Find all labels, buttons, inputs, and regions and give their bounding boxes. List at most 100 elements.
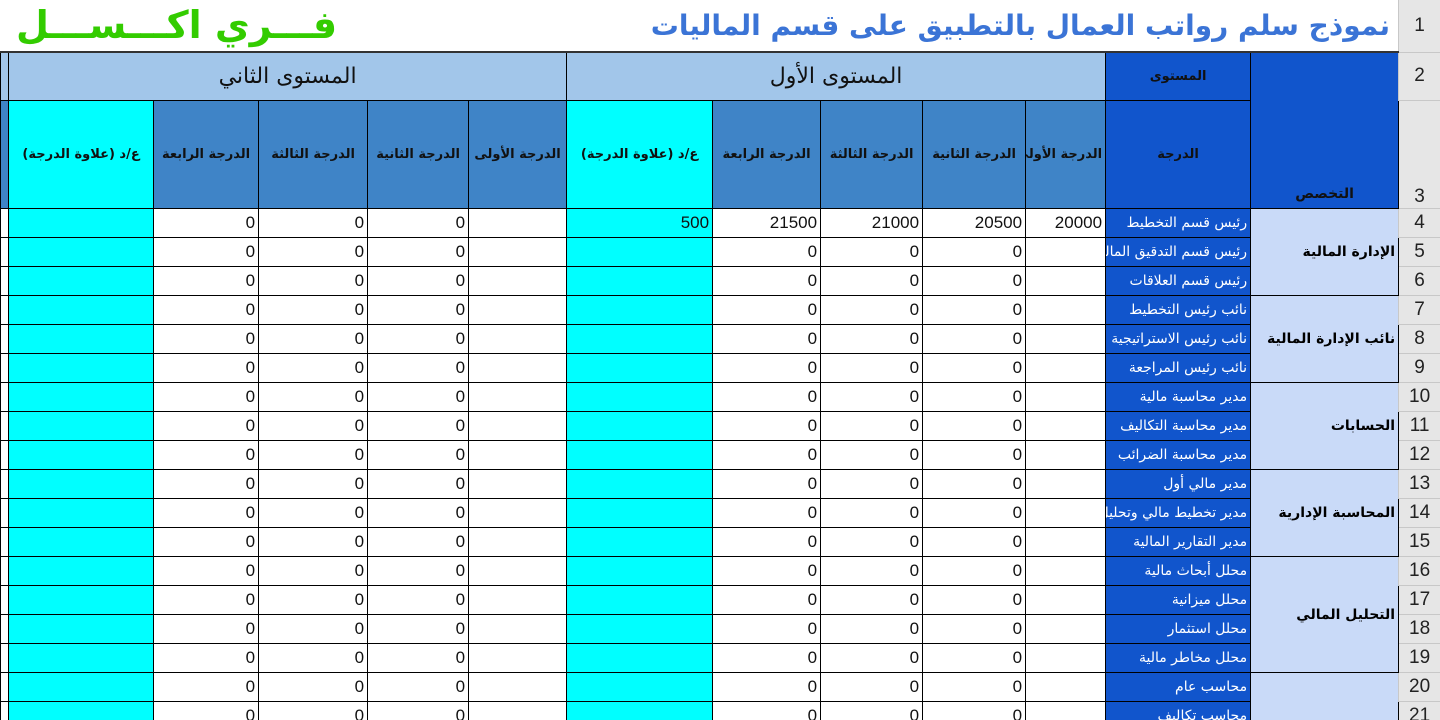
- l1-grade-3-cell[interactable]: 0: [820, 643, 924, 673]
- l1-grade-2-cell[interactable]: 0: [922, 382, 1027, 412]
- l2-grade-4-cell[interactable]: 0: [153, 266, 260, 296]
- l1-grade-2-cell[interactable]: 0: [922, 353, 1027, 383]
- l2-grade-2-cell[interactable]: 0: [367, 208, 470, 238]
- level2-header[interactable]: المستوى الثاني: [8, 51, 568, 101]
- l2-grade-5-cell[interactable]: [8, 614, 155, 644]
- row-header[interactable]: 1: [1398, 0, 1440, 53]
- row-header[interactable]: 7: [1398, 295, 1440, 325]
- l1-grade-1-cell[interactable]: [1025, 324, 1107, 354]
- cell[interactable]: [0, 324, 10, 354]
- l2-grade-5-cell[interactable]: [8, 208, 155, 238]
- l2-grade-3-cell[interactable]: 0: [258, 411, 369, 441]
- l2-grade-4-cell[interactable]: 0: [153, 527, 260, 557]
- l1-grade-2-cell[interactable]: 20500: [922, 208, 1027, 238]
- l1-grade-5-cell[interactable]: [566, 324, 714, 354]
- cell[interactable]: [0, 701, 10, 720]
- l1-grade-2-cell[interactable]: 0: [922, 527, 1027, 557]
- job-title-cell[interactable]: رئيس قسم العلاقات: [1105, 266, 1252, 296]
- l1-grade-5-cell[interactable]: [566, 266, 714, 296]
- l1-grade-5-cell[interactable]: [566, 498, 714, 528]
- row-header[interactable]: 4: [1398, 208, 1440, 238]
- l2-grade-3-cell[interactable]: 0: [258, 440, 369, 470]
- l1-grade-5-cell[interactable]: 500: [566, 208, 714, 238]
- l1-grade-5-cell[interactable]: [566, 382, 714, 412]
- l2-grade-1-cell[interactable]: [468, 208, 568, 238]
- l2-grade-2-cell[interactable]: 0: [367, 266, 470, 296]
- row-header[interactable]: 3: [1398, 100, 1440, 209]
- l1-grade-2-cell[interactable]: 0: [922, 498, 1027, 528]
- l2-grade-3-cell[interactable]: 0: [258, 237, 369, 267]
- job-title-cell[interactable]: مدير محاسبة التكاليف: [1105, 411, 1252, 441]
- l1-grade-3-cell[interactable]: 0: [820, 469, 924, 499]
- job-title-cell[interactable]: محلل استثمار: [1105, 614, 1252, 644]
- l1-grade-3-cell[interactable]: 0: [820, 701, 924, 720]
- l2-grade-2-cell[interactable]: 0: [367, 614, 470, 644]
- specialty-cell[interactable]: المحاسبة الإدارية: [1250, 469, 1400, 557]
- l2-grade-5-cell[interactable]: [8, 672, 155, 702]
- l2-grade-1-cell[interactable]: [468, 266, 568, 296]
- l1-grade-3-cell[interactable]: 0: [820, 324, 924, 354]
- l1-grade-4-cell[interactable]: 0: [712, 266, 822, 296]
- job-title-cell[interactable]: مدير تخطيط مالي وتحليل: [1105, 498, 1252, 528]
- l1-grade-1-cell[interactable]: [1025, 295, 1107, 325]
- l1-grade-1-cell[interactable]: [1025, 498, 1107, 528]
- l2-grade-3-cell[interactable]: 0: [258, 556, 369, 586]
- l1-grade-1-cell[interactable]: [1025, 237, 1107, 267]
- l2-grade-3-cell[interactable]: 0: [258, 585, 369, 615]
- l1-grade-header[interactable]: الدرجة الأولى: [1025, 100, 1107, 209]
- l2-grade-2-cell[interactable]: 0: [367, 498, 470, 528]
- l1-grade-1-cell[interactable]: [1025, 266, 1107, 296]
- l1-grade-4-cell[interactable]: 0: [712, 701, 822, 720]
- cell[interactable]: [0, 295, 10, 325]
- job-title-cell[interactable]: نائب رئيس التخطيط: [1105, 295, 1252, 325]
- l2-grade-2-cell[interactable]: 0: [367, 353, 470, 383]
- l1-grade-4-cell[interactable]: 0: [712, 469, 822, 499]
- row-header[interactable]: 11: [1398, 411, 1440, 441]
- specialty-cell[interactable]: نائب الإدارة المالية: [1250, 295, 1400, 383]
- l2-grade-4-cell[interactable]: 0: [153, 701, 260, 720]
- l1-grade-5-cell[interactable]: [566, 585, 714, 615]
- cell[interactable]: [0, 382, 10, 412]
- l2-grade-4-cell[interactable]: 0: [153, 237, 260, 267]
- cell[interactable]: [0, 469, 10, 499]
- l2-grade-3-cell[interactable]: 0: [258, 701, 369, 720]
- l1-grade-3-cell[interactable]: 0: [820, 237, 924, 267]
- l2-grade-5-cell[interactable]: [8, 643, 155, 673]
- l1-grade-5-cell[interactable]: [566, 672, 714, 702]
- l1-grade-3-cell[interactable]: 0: [820, 498, 924, 528]
- l1-grade-1-cell[interactable]: [1025, 701, 1107, 720]
- l2-grade-1-cell[interactable]: [468, 556, 568, 586]
- row-header[interactable]: 19: [1398, 643, 1440, 673]
- l1-grade-1-cell[interactable]: [1025, 353, 1107, 383]
- l2-grade-5-cell[interactable]: [8, 701, 155, 720]
- l2-grade-2-cell[interactable]: 0: [367, 469, 470, 499]
- cell[interactable]: [0, 498, 10, 528]
- l2-grade-5-cell[interactable]: [8, 498, 155, 528]
- l1-grade-4-cell[interactable]: 0: [712, 353, 822, 383]
- l1-grade-4-cell[interactable]: 0: [712, 614, 822, 644]
- l1-grade-4-cell[interactable]: 0: [712, 237, 822, 267]
- level-header[interactable]: المستوى: [1105, 51, 1252, 101]
- cell[interactable]: [0, 51, 10, 101]
- l2-grade-2-cell[interactable]: 0: [367, 324, 470, 354]
- l1-grade-2-cell[interactable]: 0: [922, 440, 1027, 470]
- l2-grade-1-cell[interactable]: [468, 295, 568, 325]
- row-header[interactable]: 2: [1398, 51, 1440, 101]
- row-header[interactable]: 10: [1398, 382, 1440, 412]
- row-header[interactable]: 12: [1398, 440, 1440, 470]
- l1-grade-2-cell[interactable]: 0: [922, 672, 1027, 702]
- l1-grade-4-cell[interactable]: 21500: [712, 208, 822, 238]
- l2-grade-2-cell[interactable]: 0: [367, 643, 470, 673]
- l1-grade-2-cell[interactable]: 0: [922, 237, 1027, 267]
- l1-grade-5-cell[interactable]: [566, 237, 714, 267]
- l2-grade-3-cell[interactable]: 0: [258, 208, 369, 238]
- job-title-cell[interactable]: رئيس قسم التدقيق المالي: [1105, 237, 1252, 267]
- l1-grade-3-cell[interactable]: 0: [820, 353, 924, 383]
- l2-grade-5-cell[interactable]: [8, 469, 155, 499]
- l1-grade-4-cell[interactable]: 0: [712, 498, 822, 528]
- l1-grade-3-cell[interactable]: 0: [820, 585, 924, 615]
- l2-grade-4-cell[interactable]: 0: [153, 643, 260, 673]
- l2-grade-4-cell[interactable]: 0: [153, 498, 260, 528]
- cell[interactable]: [0, 643, 10, 673]
- grade-header[interactable]: الدرجة: [1105, 100, 1252, 209]
